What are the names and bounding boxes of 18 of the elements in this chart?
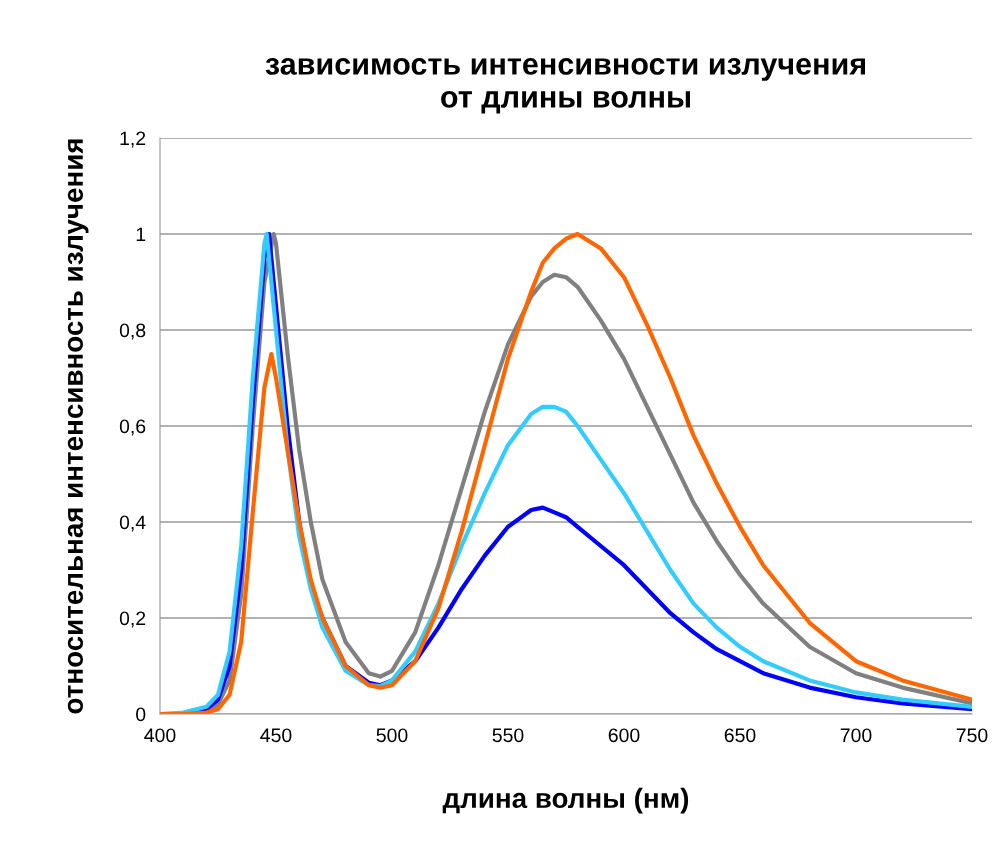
y-tick-label: 0,6 <box>119 419 146 436</box>
y-tick-label: 1,2 <box>120 131 146 148</box>
y-tick-label: 1 <box>136 227 146 242</box>
y-axis-title: относительная интенсивность излучения <box>67 139 89 714</box>
x-tick-label: 400 <box>144 728 176 743</box>
y-tick-label: 0,8 <box>119 323 146 340</box>
x-tick-label: 500 <box>376 728 408 743</box>
x-tick-label: 750 <box>956 728 988 743</box>
x-tick-label: 600 <box>608 728 640 743</box>
y-tick-label: 0 <box>136 707 146 722</box>
x-tick-label: 700 <box>840 728 872 743</box>
x-tick-label: 550 <box>492 728 524 743</box>
y-tick-label: 0,2 <box>119 611 146 628</box>
x-tick-label: 650 <box>724 728 756 743</box>
chart-title: зависимость интенсивности излучения от длины волны <box>265 58 866 114</box>
x-axis-title: длина волны (нм) <box>442 787 689 814</box>
x-tick-label: 450 <box>260 728 292 743</box>
y-tick-label: 0,4 <box>119 515 146 532</box>
